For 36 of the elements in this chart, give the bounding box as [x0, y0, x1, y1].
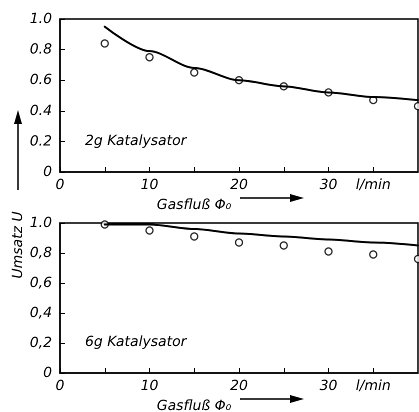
- y-axis-title: Umsatz U: [10, 211, 26, 279]
- y-tick-label: 0,8: [30, 245, 52, 261]
- x-tick-label: l/min: [356, 378, 391, 394]
- point: [145, 53, 154, 62]
- point: [100, 39, 109, 48]
- y-tick-label: 1.0: [30, 215, 52, 231]
- y-tick-label: 1.0: [30, 11, 52, 27]
- x-tick-label: 0: [56, 378, 65, 394]
- y-tick-label: 0: [43, 365, 52, 381]
- y-tick-label: 0.4: [30, 102, 52, 119]
- x-tick-label: 30: [320, 378, 338, 394]
- point: [234, 238, 244, 247]
- y-tick-label: 0.6: [30, 72, 52, 88]
- point: [280, 241, 288, 250]
- y-tick-label: 0,2: [30, 335, 52, 351]
- y-tick-label: 0.2: [30, 133, 52, 150]
- x-tick-label: 10: [140, 177, 158, 193]
- annotation: 6g Katalysator: [85, 334, 188, 350]
- point: [324, 247, 333, 256]
- point: [145, 226, 154, 235]
- point: [369, 250, 378, 259]
- x-axis-title: Gasfluß Φ₀: [156, 398, 232, 412]
- x-tick-label: 0: [56, 177, 65, 193]
- point: [190, 68, 198, 77]
- y-tick-label: 0,6: [30, 275, 52, 291]
- x-tick-label: 30: [320, 177, 338, 193]
- annotation: 2g Katalysator: [85, 133, 188, 149]
- x-tick-label: 10: [140, 378, 158, 394]
- y-tick-label: 0,4: [30, 305, 52, 321]
- y-tick-label: 0.8: [30, 42, 52, 58]
- x-tick-label: l/min: [356, 177, 391, 193]
- x-tick-label: 20: [230, 177, 248, 193]
- x-tick-label: 20: [230, 378, 248, 394]
- y-tick-label: 0: [43, 164, 52, 180]
- x-axis-title: Gasfluß Φ₀: [156, 197, 232, 213]
- point: [190, 232, 198, 241]
